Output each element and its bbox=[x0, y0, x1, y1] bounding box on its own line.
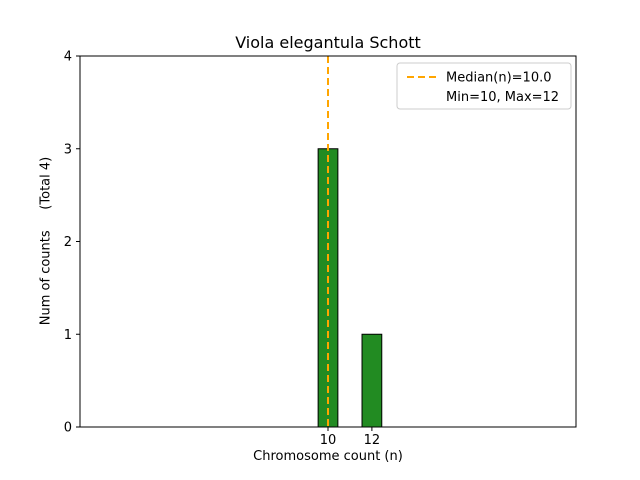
legend-label-median: Median(n)=10.0 bbox=[446, 71, 552, 86]
y-tick-label: 0 bbox=[64, 421, 72, 436]
chart-title: Viola elegantula Schott bbox=[235, 33, 421, 52]
histogram-bar bbox=[361, 333, 383, 428]
y-tick-label: 1 bbox=[64, 328, 72, 343]
x-tick-label: 12 bbox=[364, 433, 381, 448]
y-tick-label: 4 bbox=[64, 50, 72, 65]
legend-box bbox=[396, 62, 572, 110]
legend-label-minmax: Min=10, Max=12 bbox=[446, 90, 559, 105]
x-axis-label: Chromosome count (n) bbox=[253, 449, 403, 464]
y-tick-label: 2 bbox=[64, 235, 72, 250]
x-tick-label: 10 bbox=[320, 433, 337, 448]
y-tick-label: 3 bbox=[64, 142, 72, 157]
